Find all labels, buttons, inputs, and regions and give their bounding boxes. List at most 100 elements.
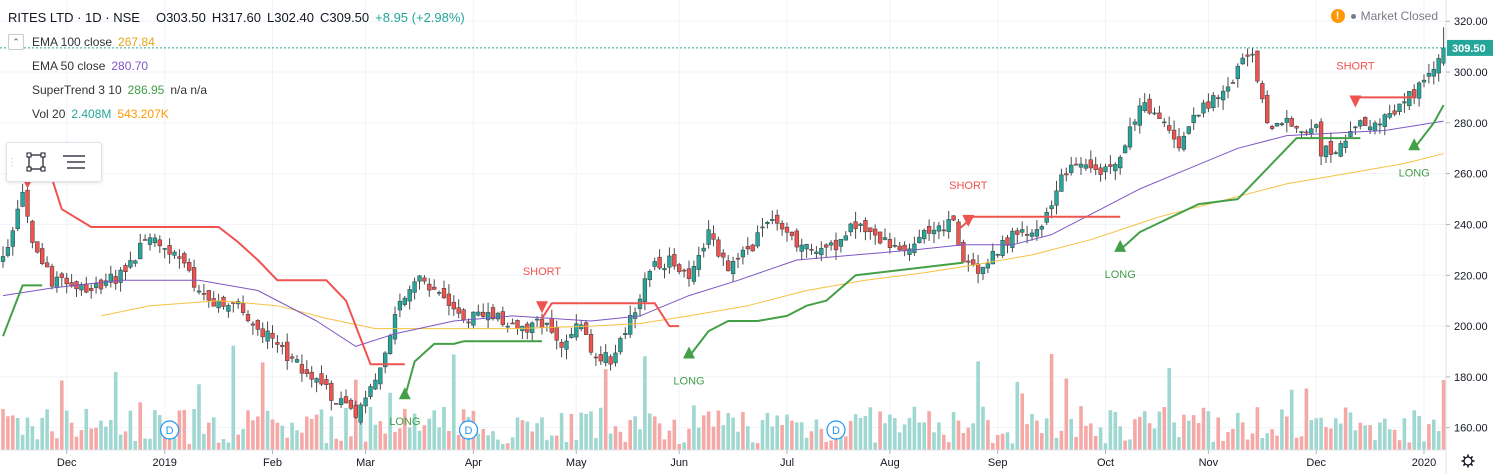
volume-bar xyxy=(373,424,378,450)
volume-bar xyxy=(1000,433,1005,450)
volume-bar xyxy=(231,345,236,450)
candle xyxy=(677,264,682,273)
candle xyxy=(1397,103,1402,112)
volume-bar xyxy=(839,433,843,450)
dividend-marker[interactable] xyxy=(826,420,846,440)
volume-bar xyxy=(118,434,123,450)
volume-bar xyxy=(1260,437,1265,450)
volume-bar xyxy=(530,431,534,450)
indicator-ema100[interactable]: ⌃ EMA 100 close 267.84 xyxy=(8,30,465,54)
volume-bar xyxy=(1196,423,1201,450)
candle xyxy=(549,318,554,333)
short-signal-label: SHORT xyxy=(1336,60,1375,72)
candle xyxy=(255,320,260,330)
volume-bar xyxy=(275,422,280,450)
candle xyxy=(819,248,824,256)
candle xyxy=(1093,164,1098,170)
volume-bar xyxy=(1040,433,1044,450)
collapse-legend-icon[interactable]: ⌃ xyxy=(8,34,24,50)
candle xyxy=(632,312,638,319)
volume-bar xyxy=(951,412,956,450)
long-signal-label: LONG xyxy=(389,416,420,428)
volume-bar xyxy=(746,426,750,450)
price-tick-label: 320.00 xyxy=(1454,16,1488,28)
candle xyxy=(1211,95,1216,109)
symbol-header: RITES LTD · 1D · NSE O303.50 H317.60 L30… xyxy=(8,6,465,30)
object-tree-button[interactable] xyxy=(55,145,93,179)
candle xyxy=(1431,69,1436,77)
ema50-line xyxy=(2,120,1444,347)
candle xyxy=(897,245,902,251)
volume-bar xyxy=(358,414,363,450)
volume-bar xyxy=(197,384,201,450)
volume-bar xyxy=(40,417,44,450)
volume-bar xyxy=(922,422,926,450)
candle xyxy=(1029,232,1035,237)
volume-bar xyxy=(1147,423,1152,450)
indicator-ema50[interactable]: EMA 50 close 280.70 xyxy=(8,54,465,78)
volume-bar xyxy=(1250,433,1255,450)
candle xyxy=(1309,128,1314,134)
volume-bar xyxy=(961,432,966,450)
candle xyxy=(721,252,726,258)
settings-gear-icon[interactable] xyxy=(1463,456,1473,466)
volume-bar xyxy=(628,420,632,450)
drag-handle-icon[interactable]: ⋮ xyxy=(7,156,17,168)
dividend-marker[interactable] xyxy=(458,420,479,440)
volume-bar xyxy=(638,429,642,450)
candle xyxy=(814,251,819,255)
time-tick-label: Dec xyxy=(1306,457,1326,469)
volume-bar xyxy=(1294,437,1299,450)
warning-icon[interactable]: ! xyxy=(1330,9,1345,23)
candle xyxy=(1269,126,1275,129)
indicator-volume[interactable]: Vol 20 2.408M 543.207K xyxy=(8,102,465,126)
volume-bar xyxy=(251,420,255,450)
volume-bar xyxy=(1338,423,1343,450)
candle xyxy=(1392,110,1397,115)
candle xyxy=(1279,123,1285,126)
volume-bar xyxy=(1079,406,1083,450)
volume-bar xyxy=(1216,417,1220,450)
volume-bar xyxy=(192,408,196,450)
candle xyxy=(1054,190,1059,206)
volume-bar xyxy=(481,428,485,450)
dividend-marker[interactable] xyxy=(160,420,180,440)
volume-bar xyxy=(1417,416,1421,450)
volume-bar xyxy=(956,420,961,450)
candle xyxy=(907,248,912,255)
volume-bar xyxy=(1240,422,1245,450)
select-rectangle-button[interactable] xyxy=(17,145,55,179)
candle xyxy=(1132,121,1138,125)
indicator-supertrend[interactable]: SuperTrend 3 10 286.95 n/a n/a xyxy=(8,78,465,102)
candle xyxy=(603,352,608,364)
volume-bar xyxy=(388,392,392,450)
volume-bar xyxy=(1133,419,1137,450)
volume-bar xyxy=(1402,418,1407,450)
volume-bar xyxy=(667,430,672,450)
indicator-name: SuperTrend 3 10 xyxy=(32,83,122,97)
chart-legend: RITES LTD · 1D · NSE O303.50 H317.60 L30… xyxy=(8,6,465,126)
volume-bar xyxy=(1084,425,1088,450)
candle xyxy=(451,301,456,310)
volume-bar xyxy=(1407,442,1412,450)
candle xyxy=(495,312,501,320)
volume-bar xyxy=(804,437,809,450)
short-signal-label: SHORT xyxy=(949,180,988,192)
candle xyxy=(15,208,20,230)
volume-bar xyxy=(946,442,951,450)
candle xyxy=(324,379,329,385)
candle xyxy=(975,263,981,274)
candle xyxy=(299,364,305,374)
candle xyxy=(167,245,172,255)
candle xyxy=(5,247,11,256)
candle xyxy=(343,396,349,404)
candle xyxy=(1098,167,1103,175)
candle xyxy=(868,227,873,232)
candle xyxy=(623,333,628,335)
volume-bar xyxy=(11,415,15,450)
volume-bar xyxy=(148,438,152,450)
candle xyxy=(353,404,358,418)
candle xyxy=(1387,113,1392,118)
volume-bar xyxy=(407,427,412,450)
